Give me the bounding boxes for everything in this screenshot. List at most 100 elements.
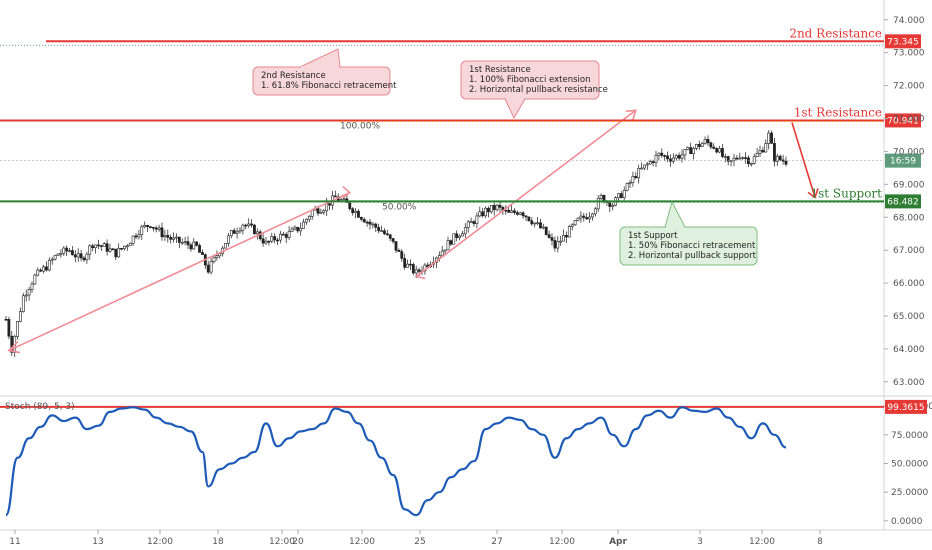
time-tick-label: 12:00 xyxy=(549,537,575,547)
candle-body xyxy=(726,156,730,162)
candle-body xyxy=(131,235,135,244)
annotation-text: 1st Support xyxy=(628,231,678,241)
stoch-pane xyxy=(0,397,884,530)
candle-body xyxy=(247,223,251,226)
last-price-tag-text: 16:59 xyxy=(890,157,916,167)
candle-body xyxy=(544,226,548,235)
candle-body xyxy=(82,257,86,261)
candle-body xyxy=(455,233,459,238)
candle-body xyxy=(42,266,45,272)
candle-body xyxy=(715,148,719,153)
candle-body xyxy=(65,247,69,252)
time-tick-label: 13 xyxy=(92,537,103,547)
candle-body xyxy=(36,269,40,276)
candle-body xyxy=(440,250,444,256)
rebound-arrow-head xyxy=(414,269,426,280)
candle-body xyxy=(365,221,369,224)
candle-body xyxy=(97,244,100,247)
candle-body xyxy=(342,198,346,201)
level-tag-text: 70.941 xyxy=(887,116,919,126)
level-tag-bg xyxy=(885,34,921,49)
price-tick-label: 66.000 xyxy=(893,279,925,289)
target-arrow-head xyxy=(807,188,819,199)
candle-body xyxy=(71,250,74,256)
candle-body xyxy=(209,261,213,273)
candle-body xyxy=(296,226,300,232)
time-tick-label: 12:00 xyxy=(749,537,775,547)
candle-body xyxy=(319,211,323,214)
stoch-line xyxy=(4,406,787,517)
price-tick-label: 72.000 xyxy=(893,82,925,92)
candle-body xyxy=(391,238,395,242)
candle-body xyxy=(91,245,95,248)
candle-body xyxy=(654,155,658,163)
fib-label: 50.00% xyxy=(382,202,417,212)
candle-body xyxy=(628,182,632,184)
candle-body xyxy=(400,251,404,259)
time-tick-label: 27 xyxy=(491,537,502,547)
candle-body xyxy=(692,148,695,155)
candle-body xyxy=(192,241,196,250)
candle-body xyxy=(229,230,233,237)
candle-body xyxy=(359,217,363,220)
price-tick-label: 65.000 xyxy=(893,312,925,322)
candle-body xyxy=(333,195,337,198)
candle-body xyxy=(738,157,742,160)
candle-body xyxy=(117,247,121,258)
candle-body xyxy=(385,233,389,236)
level-tag-text: 68.482 xyxy=(887,197,919,207)
candle-body xyxy=(518,212,522,215)
candle-body xyxy=(394,241,398,251)
candle-body xyxy=(403,258,407,268)
candle-body xyxy=(348,202,352,209)
stoch-level-tag-text: 99.3615 xyxy=(887,403,924,413)
candle-body xyxy=(85,253,89,261)
candle-body xyxy=(625,183,629,191)
price-tick-label: 69.000 xyxy=(893,180,925,190)
candle-body xyxy=(50,258,54,261)
candle-body xyxy=(417,269,421,272)
candle-body xyxy=(492,205,496,211)
candle-body xyxy=(250,223,253,226)
time-tick-label: 12:00 xyxy=(269,537,295,547)
candle-body xyxy=(241,224,245,231)
candle-body xyxy=(487,207,490,213)
candle-body xyxy=(761,150,765,153)
time-tick-label: 12:00 xyxy=(349,537,375,547)
annotation-box xyxy=(460,60,600,100)
candle-body xyxy=(674,155,678,159)
annotation-pointer xyxy=(664,200,686,228)
candle-body xyxy=(354,210,357,213)
candle-body xyxy=(634,176,638,179)
target-arrow-line xyxy=(791,122,816,198)
candle-body xyxy=(755,153,759,158)
price-tick-label: 63.000 xyxy=(893,378,925,388)
candle-body xyxy=(697,144,701,147)
candle-body xyxy=(253,224,256,235)
time-tick-label: 8 xyxy=(817,537,823,547)
candle-body xyxy=(651,161,655,163)
candle-body xyxy=(458,235,461,238)
candle-body xyxy=(388,234,392,239)
candle-body xyxy=(235,231,239,234)
candle-body xyxy=(105,243,109,252)
candle-body xyxy=(377,227,381,232)
candle-body xyxy=(368,221,372,225)
annotation-text: 1. 50% Fibonacci retracement xyxy=(628,241,756,251)
candle-body xyxy=(79,253,83,259)
candle-body xyxy=(562,235,565,242)
candle-body xyxy=(723,156,727,158)
candle-body xyxy=(570,224,574,227)
candle-body xyxy=(541,226,545,229)
candle-body xyxy=(565,235,568,238)
uptrend-arrow-head xyxy=(7,340,21,354)
annotation-pointer xyxy=(299,48,341,68)
candle-body xyxy=(215,255,219,258)
candle-body xyxy=(567,226,571,238)
candle-body xyxy=(73,254,77,258)
candle-body xyxy=(4,318,8,321)
level-name: 1st Resistance xyxy=(794,105,882,119)
stoch-tick-label: 25.0000 xyxy=(891,488,928,498)
candle-body xyxy=(426,264,430,267)
